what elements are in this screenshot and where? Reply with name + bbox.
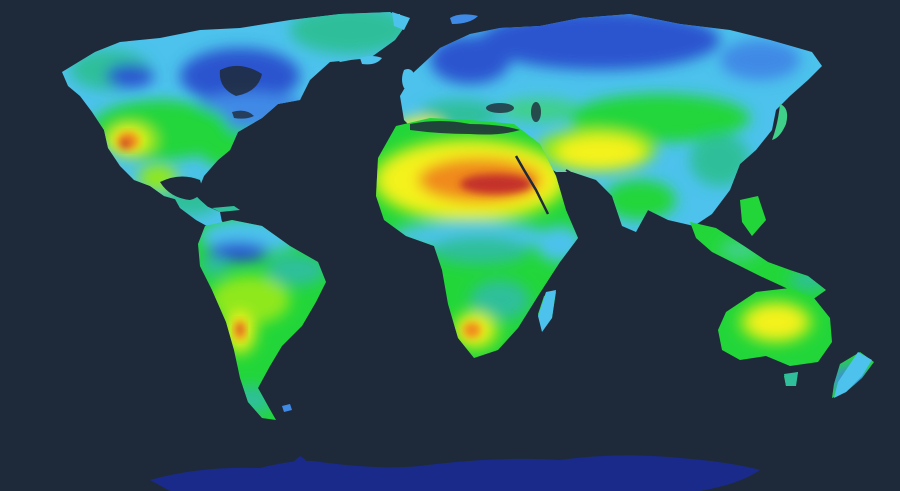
- tasmania: [784, 372, 798, 386]
- red-sea: [514, 155, 550, 215]
- svalbard: [450, 14, 478, 24]
- iceland: [360, 56, 382, 65]
- japan: [772, 104, 788, 140]
- persian-gulf: [565, 169, 585, 181]
- antarctic-peninsula: [284, 456, 306, 470]
- new-zealand: [834, 352, 872, 398]
- antarctica: [150, 455, 760, 491]
- great-lakes: [232, 110, 254, 119]
- caribbean-islands: [212, 206, 240, 212]
- caspian-sea: [531, 102, 541, 122]
- hudson-bay: [219, 65, 262, 96]
- falkland-islands: [282, 404, 292, 412]
- uk: [402, 69, 416, 89]
- black-sea: [486, 103, 514, 113]
- gulf-of-mexico: [160, 176, 202, 200]
- greenland-east-tip: [392, 12, 410, 30]
- mediterranean: [410, 121, 520, 135]
- madagascar: [538, 290, 556, 332]
